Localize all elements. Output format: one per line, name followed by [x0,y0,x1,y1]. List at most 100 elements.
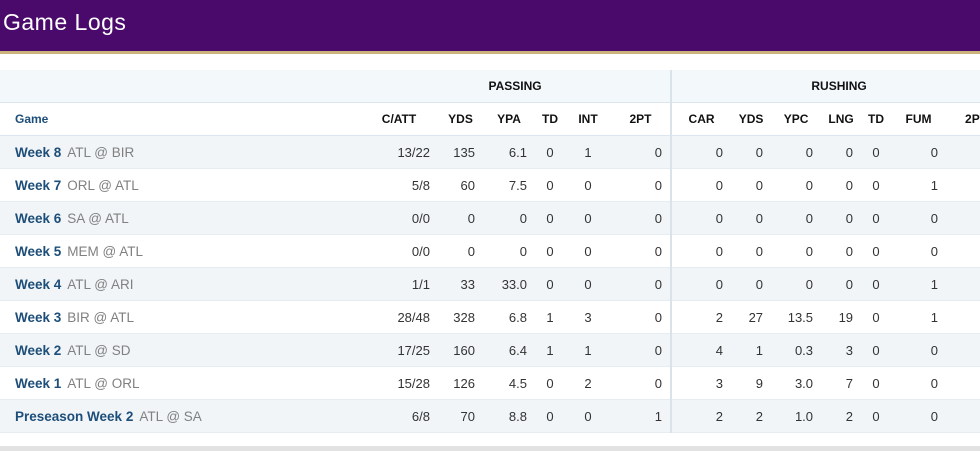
rushing-lng-cell: 3 [821,333,862,367]
rushing-ypc-cell: 1.0 [771,399,822,433]
rushing-fum-cell: 0 [891,234,947,268]
column-header-rushing-td[interactable]: TD [861,102,892,136]
game-cell: Week 1 ATL @ ORL [0,366,360,400]
rushing-ypc-cell: 0 [771,267,822,301]
passing-yds-cell: 60 [438,168,483,202]
matchup-text: MEM @ ATL [67,243,143,259]
passing-catt-cell: 1/1 [360,267,438,301]
passing-int-cell: 1 [565,333,611,367]
column-header-rushing-2pt[interactable]: 2PT [946,102,980,136]
passing-2pt-cell: 0 [611,135,672,169]
passing-ypa-cell: 0 [483,201,535,235]
bottom-divider [0,446,980,451]
rushing-ypc-cell: 0 [771,234,822,268]
matchup-text: ORL @ ATL [67,177,139,193]
game-cell: Week 5 MEM @ ATL [0,234,360,268]
rushing-td-cell: 0 [861,267,892,301]
column-header-rushing-yds[interactable]: YDS [731,102,772,136]
passing-td-cell: 1 [535,333,565,367]
column-header-passing-int[interactable]: INT [565,102,611,136]
week-link[interactable]: Week 1 [15,375,62,391]
column-header-game[interactable]: Game [0,102,360,136]
passing-td-cell: 0 [535,168,565,202]
passing-int-cell: 0 [565,201,611,235]
passing-yds-cell: 328 [438,300,483,334]
rushing-fum-cell: 0 [891,399,947,433]
rushing-2pt-cell: 0 [946,333,980,367]
rushing-ypc-cell: 0 [771,201,822,235]
week-link[interactable]: Week 6 [15,210,62,226]
rushing-lng-cell: 2 [821,399,862,433]
group-spacer [0,70,360,103]
week-link[interactable]: Preseason Week 2 [15,408,134,424]
column-header-passing-catt[interactable]: C/ATT [360,102,438,136]
rushing-car-cell: 0 [670,267,732,301]
passing-yds-cell: 135 [438,135,483,169]
week-link[interactable]: Week 5 [15,243,62,259]
rushing-yds-cell: 9 [731,366,772,400]
passing-2pt-cell: 0 [611,300,672,334]
column-header-rushing-car[interactable]: CAR [670,102,732,136]
rushing-fum-cell: 0 [891,201,947,235]
matchup-text: ATL @ ORL [67,375,140,391]
passing-td-cell: 1 [535,300,565,334]
rushing-fum-cell: 0 [891,135,947,169]
passing-int-cell: 3 [565,300,611,334]
column-header-passing-yds[interactable]: YDS [438,102,483,136]
passing-2pt-cell: 0 [611,333,672,367]
passing-catt-cell: 28/48 [360,300,438,334]
rushing-ypc-cell: 0.3 [771,333,822,367]
rushing-ypc-cell: 0 [771,168,822,202]
rushing-td-cell: 0 [861,300,892,334]
rushing-lng-cell: 0 [821,135,862,169]
passing-catt-cell: 5/8 [360,168,438,202]
rushing-2pt-cell: 0 [946,300,980,334]
matchup-text: ATL @ ARI [67,276,134,292]
rushing-car-cell: 0 [670,201,732,235]
rushing-group-header: RUSHING [670,70,980,103]
column-header-passing-td[interactable]: TD [535,102,565,136]
passing-catt-cell: 17/25 [360,333,438,367]
week-link[interactable]: Week 4 [15,276,62,292]
table-row: Week 3 BIR @ ATL 28/48 328 6.8 1 3 0 2 27 13.5 19 0 1… [0,300,980,334]
week-link[interactable]: Week 7 [15,177,62,193]
week-link[interactable]: Week 8 [15,144,62,160]
rushing-td-cell: 0 [861,399,892,433]
passing-ypa-cell: 33.0 [483,267,535,301]
passing-catt-cell: 15/28 [360,366,438,400]
week-link[interactable]: Week 2 [15,342,62,358]
column-header-rushing-lng[interactable]: LNG [821,102,862,136]
column-group-row: PASSING RUSHING [0,70,980,103]
week-link[interactable]: Week 3 [15,309,62,325]
passing-catt-cell: 0/0 [360,201,438,235]
rushing-ypc-cell: 3.0 [771,366,822,400]
game-cell: Week 6 SA @ ATL [0,201,360,235]
rushing-2pt-cell: 0 [946,399,980,433]
rushing-2pt-cell: 0 [946,366,980,400]
passing-catt-cell: 6/8 [360,399,438,433]
table-row: Preseason Week 2 ATL @ SA 6/8 70 8.8 0 0 1 2 2 1.0… [0,399,980,433]
column-header-rushing-fum[interactable]: FUM [891,102,947,136]
game-cell: Week 4 ATL @ ARI [0,267,360,301]
rushing-car-cell: 4 [670,333,732,367]
column-header-rushing-ypc[interactable]: YPC [771,102,822,136]
passing-2pt-cell: 0 [611,267,672,301]
rushing-car-cell: 0 [670,135,732,169]
passing-int-cell: 0 [565,267,611,301]
rushing-fum-cell: 1 [891,267,947,301]
passing-yds-cell: 70 [438,399,483,433]
passing-yds-cell: 160 [438,333,483,367]
rushing-car-cell: 2 [670,300,732,334]
rushing-car-cell: 3 [670,366,732,400]
column-header-passing-ypa[interactable]: YPA [483,102,535,136]
column-header-passing-2pt[interactable]: 2PT [611,102,672,136]
rushing-yds-cell: 0 [731,168,772,202]
column-header-row: Game C/ATT YDS YPA TD INT 2PT CAR YDS YP… [0,102,980,136]
passing-int-cell: 0 [565,168,611,202]
